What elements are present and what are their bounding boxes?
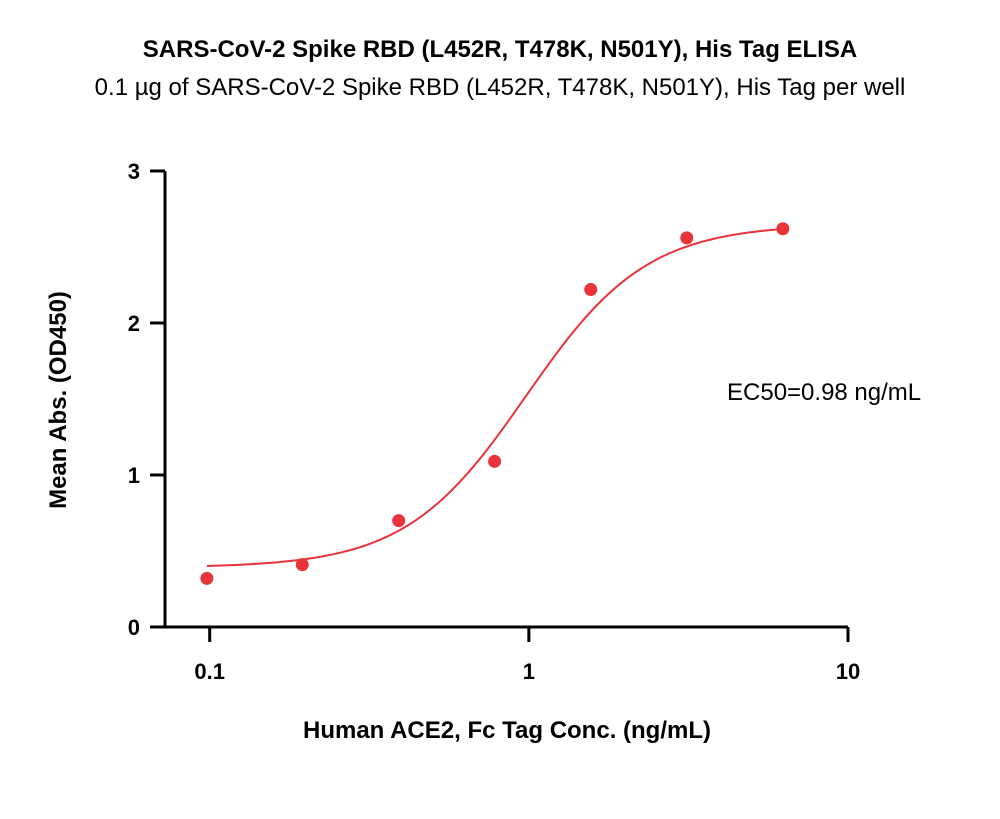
x-tick-label: 1 (523, 659, 535, 684)
ec50-annotation: EC50=0.98 ng/mL (727, 379, 921, 406)
data-point (488, 454, 502, 468)
data-point (200, 571, 214, 585)
axes: 0 1 2 3 0.1 1 10 (128, 159, 860, 684)
x-axis-label: Human ACE2, Fc Tag Conc. (ng/mL) (303, 717, 711, 744)
y-tick-label: 0 (128, 615, 140, 640)
data-point (295, 558, 309, 572)
data-point (680, 231, 694, 245)
chart-subtitle: 0.1 µg of SARS-CoV-2 Spike RBD (L452R, T… (94, 74, 906, 101)
data-point (392, 514, 406, 528)
chart-title: SARS-CoV-2 Spike RBD (L452R, T478K, N501… (142, 36, 858, 63)
data-points (200, 222, 790, 585)
y-tick-label: 3 (128, 159, 140, 184)
fit-curve (206, 227, 783, 568)
y-tick-label: 1 (128, 463, 140, 488)
y-axis-label: Mean Abs. (OD450) (45, 291, 72, 509)
data-point (584, 283, 598, 297)
y-tick-label: 2 (128, 311, 140, 336)
x-tick-label: 10 (836, 659, 860, 684)
x-tick-label: 0.1 (194, 659, 225, 684)
data-point (776, 222, 790, 236)
